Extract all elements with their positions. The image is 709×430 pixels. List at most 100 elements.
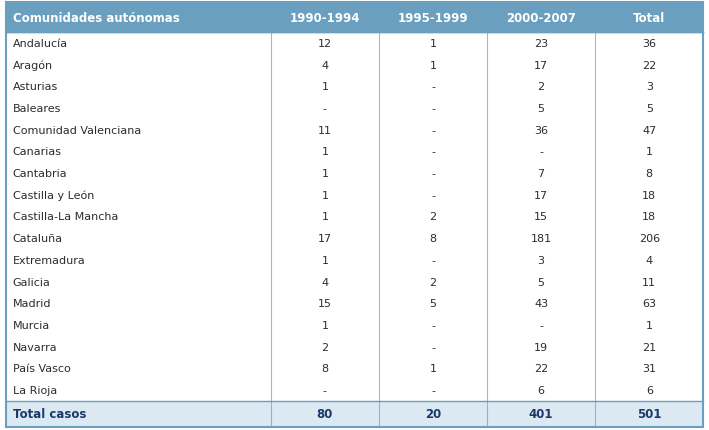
Bar: [6, 76, 271, 98]
Text: 12: 12: [318, 39, 332, 49]
Bar: [595, 249, 703, 271]
Bar: [595, 293, 703, 314]
Bar: [6, 271, 271, 293]
Text: 3: 3: [537, 255, 545, 265]
Text: Andalucía: Andalucía: [13, 39, 68, 49]
Bar: [271, 358, 379, 379]
Bar: [595, 98, 703, 120]
Bar: [487, 76, 595, 98]
Bar: [6, 141, 271, 163]
Bar: [595, 55, 703, 76]
Bar: [271, 314, 379, 336]
Text: -: -: [323, 104, 327, 114]
Bar: [379, 163, 487, 184]
Text: 21: 21: [642, 342, 657, 352]
Bar: [379, 184, 487, 206]
Text: 47: 47: [642, 126, 657, 135]
Bar: [271, 98, 379, 120]
Bar: [6, 3, 271, 33]
Text: 4: 4: [321, 60, 328, 71]
Text: 63: 63: [642, 298, 657, 309]
Text: 2: 2: [430, 212, 437, 222]
Text: Galicia: Galicia: [13, 277, 50, 287]
Bar: [595, 3, 703, 33]
Text: 1: 1: [321, 320, 328, 330]
Bar: [487, 206, 595, 228]
Text: 18: 18: [642, 212, 657, 222]
Bar: [379, 3, 487, 33]
Bar: [271, 401, 379, 427]
Text: -: -: [431, 320, 435, 330]
Text: 3: 3: [646, 82, 653, 92]
Text: 5: 5: [430, 298, 437, 309]
Bar: [487, 271, 595, 293]
Bar: [6, 184, 271, 206]
Bar: [595, 401, 703, 427]
Bar: [6, 228, 271, 249]
Bar: [487, 293, 595, 314]
Text: 5: 5: [537, 104, 545, 114]
Bar: [379, 336, 487, 358]
Bar: [379, 379, 487, 401]
Text: Madrid: Madrid: [13, 298, 51, 309]
Text: 43: 43: [534, 298, 548, 309]
Bar: [487, 379, 595, 401]
Bar: [487, 163, 595, 184]
Bar: [595, 76, 703, 98]
Bar: [379, 98, 487, 120]
Bar: [379, 401, 487, 427]
Text: 23: 23: [534, 39, 548, 49]
Bar: [271, 379, 379, 401]
Bar: [271, 55, 379, 76]
Text: 2000-2007: 2000-2007: [506, 12, 576, 25]
Bar: [379, 33, 487, 55]
Text: 4: 4: [321, 277, 328, 287]
Text: -: -: [431, 385, 435, 395]
Bar: [595, 271, 703, 293]
Bar: [487, 401, 595, 427]
Bar: [271, 336, 379, 358]
Text: 2: 2: [430, 277, 437, 287]
Text: 17: 17: [318, 233, 332, 244]
Bar: [379, 120, 487, 141]
Text: 4: 4: [646, 255, 653, 265]
Text: 22: 22: [642, 60, 657, 71]
Text: 15: 15: [534, 212, 548, 222]
Bar: [6, 336, 271, 358]
Bar: [595, 141, 703, 163]
Text: 401: 401: [529, 407, 553, 420]
Text: -: -: [431, 342, 435, 352]
Text: 1: 1: [430, 363, 437, 374]
Text: 1: 1: [646, 147, 653, 157]
Text: 181: 181: [530, 233, 552, 244]
Bar: [595, 184, 703, 206]
Bar: [379, 228, 487, 249]
Text: 8: 8: [646, 169, 653, 178]
Bar: [379, 76, 487, 98]
Text: Extremadura: Extremadura: [13, 255, 86, 265]
Bar: [6, 206, 271, 228]
Bar: [487, 228, 595, 249]
Text: -: -: [431, 82, 435, 92]
Bar: [487, 314, 595, 336]
Text: 1: 1: [430, 60, 437, 71]
Text: 1: 1: [321, 82, 328, 92]
Text: Murcia: Murcia: [13, 320, 50, 330]
Text: Baleares: Baleares: [13, 104, 61, 114]
Text: Aragón: Aragón: [13, 60, 53, 71]
Text: 501: 501: [637, 407, 661, 420]
Bar: [271, 206, 379, 228]
Text: 7: 7: [537, 169, 545, 178]
Bar: [6, 163, 271, 184]
Text: 1: 1: [321, 169, 328, 178]
Bar: [6, 249, 271, 271]
Text: 1990-1994: 1990-1994: [289, 12, 360, 25]
Bar: [595, 33, 703, 55]
Bar: [487, 120, 595, 141]
Text: 22: 22: [534, 363, 548, 374]
Text: 1995-1999: 1995-1999: [398, 12, 469, 25]
Text: 1: 1: [321, 190, 328, 200]
Text: 11: 11: [642, 277, 657, 287]
Text: 2: 2: [537, 82, 545, 92]
Bar: [487, 336, 595, 358]
